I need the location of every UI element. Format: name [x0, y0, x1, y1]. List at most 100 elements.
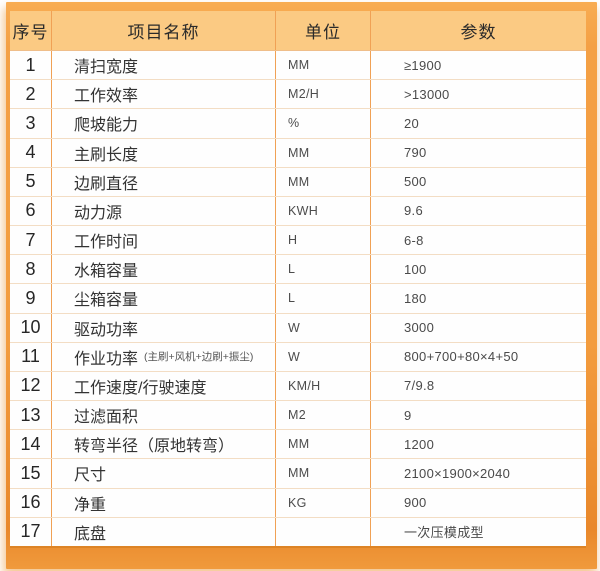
row-unit: M2/H	[276, 80, 371, 109]
row-item-name: 驱动功率	[52, 313, 276, 342]
row-item-name: 工作效率	[52, 80, 276, 109]
row-item-name: 动力源	[52, 196, 276, 226]
item-name-text: 水箱容量	[74, 263, 139, 281]
item-name-text: 底盘	[74, 525, 107, 543]
table-row: 17 底盘 一次压模成型	[10, 516, 586, 546]
row-parameter: ≥1900	[404, 57, 442, 73]
row-parameter: 1200	[404, 436, 435, 452]
row-unit	[276, 517, 371, 546]
header-unit: 单位	[276, 11, 371, 50]
row-parameter: 180	[404, 290, 427, 306]
row-item-name: 过滤面积	[52, 401, 276, 430]
row-unit: MM	[276, 459, 371, 488]
row-item-name: 工作速度/行驶速度	[52, 371, 276, 401]
row-serial-number: 10	[10, 313, 52, 342]
row-serial-number: 1	[10, 51, 52, 80]
row-unit: KG	[276, 488, 371, 517]
row-serial-number: 7	[10, 226, 52, 255]
row-parameter: 790	[404, 145, 427, 161]
item-name-text: 主刷长度	[74, 146, 139, 164]
table-header-row: 序号 项目名称 单位 参数	[10, 11, 586, 51]
row-parameter: 20	[404, 115, 420, 131]
row-serial-number: 5	[10, 167, 52, 196]
row-serial-number: 13	[10, 401, 52, 430]
table-row: 13 过滤面积 M2 9	[10, 400, 586, 430]
row-parameter: 9.6	[404, 203, 423, 219]
row-serial-number: 12	[10, 371, 52, 401]
item-name-text: 作业功率	[74, 350, 139, 368]
row-item-name: 爬坡能力	[52, 109, 276, 138]
row-item-name: 净重	[52, 488, 276, 517]
table-row: 3 爬坡能力% 20	[10, 108, 586, 138]
row-parameter: 6-8	[404, 232, 424, 248]
item-name-text: 工作效率	[74, 88, 139, 106]
table-row: 15 尺寸 MM 2100×1900×2040	[10, 458, 586, 488]
header-item-name: 项目名称	[52, 11, 276, 50]
row-parameter: 2100×1900×2040	[404, 465, 511, 481]
row-unit: W	[276, 313, 371, 342]
table-row: 11 作业功率 (主刷+风机+边刷+振尘) W 800+700+80×4+50	[10, 341, 586, 371]
row-unit: W	[276, 342, 371, 371]
row-serial-number: 14	[10, 430, 52, 459]
row-unit: M2	[276, 401, 371, 430]
row-unit: L	[276, 255, 371, 284]
item-name-text: 爬坡能力	[74, 117, 139, 135]
row-parameter: 900	[404, 495, 427, 511]
row-serial-number: 6	[10, 196, 52, 226]
row-serial-number: 17	[10, 517, 52, 546]
row-item-name: 边刷直径	[52, 167, 276, 196]
row-unit: MM	[276, 167, 371, 196]
item-name-text: 工作速度/行驶速度	[74, 379, 207, 397]
item-name-text: 清扫宽度	[74, 59, 139, 77]
row-serial-number: 2	[10, 80, 52, 109]
row-item-name: 底盘	[52, 517, 276, 546]
row-parameter: >13000	[404, 86, 450, 102]
row-serial-number: 16	[10, 488, 52, 517]
table-row: 14 转弯半径（原地转弯） MM 1200	[10, 429, 586, 459]
row-parameter: 500	[404, 174, 427, 190]
row-serial-number: 8	[10, 255, 52, 284]
table-row: 16 净重 KG 900	[10, 487, 586, 517]
row-item-name: 工作时间	[52, 226, 276, 255]
item-name-text: 尺寸	[74, 467, 107, 485]
header-serial-number: 序号	[10, 11, 52, 50]
row-parameter: 100	[404, 261, 427, 277]
row-item-name: 主刷长度	[52, 138, 276, 167]
row-parameter: 9	[404, 407, 412, 423]
item-name-text: 净重	[74, 496, 107, 514]
row-item-name: 转弯半径（原地转弯）	[52, 430, 276, 459]
row-item-name: 尘箱容量	[52, 284, 276, 313]
row-unit: %	[276, 109, 371, 138]
row-unit: MM	[276, 51, 371, 80]
row-serial-number: 15	[10, 459, 52, 488]
item-name-text: 工作时间	[74, 234, 139, 252]
table-row: 9 尘箱容量 L 180	[10, 283, 586, 313]
row-serial-number: 9	[10, 284, 52, 313]
header-parameter: 参数	[460, 23, 497, 42]
table-row: 12 工作速度/行驶速度 KM/H 7/9.8	[10, 370, 586, 401]
row-unit: L	[276, 284, 371, 313]
table-row: 7 工作时间 H 6-8	[10, 225, 586, 255]
table-body: 1 清扫宽度 MM ≥1900 2 工作效率 M2/H >13000 3 爬坡能力% 20 4 主刷长度…	[10, 51, 586, 546]
item-name-text: 过滤面积	[74, 409, 139, 427]
table-row: 2 工作效率 M2/H >13000	[10, 79, 586, 109]
item-name-note: (主刷+风机+边刷+振尘)	[144, 351, 254, 364]
table-row: 1 清扫宽度 MM ≥1900	[10, 51, 586, 80]
table-row: 10 驱动功率 W 3000	[10, 312, 586, 342]
item-name-text: 边刷直径	[74, 175, 139, 193]
row-unit: KWH	[276, 196, 371, 226]
row-parameter: 800+700+80×4+50	[404, 349, 519, 365]
table-row: 8 水箱容量 L 100	[10, 254, 586, 284]
row-item-name: 水箱容量	[52, 255, 276, 284]
row-serial-number: 3	[10, 109, 52, 138]
item-name-text: 尘箱容量	[74, 292, 139, 310]
row-item-name: 清扫宽度	[52, 51, 276, 80]
row-parameter: 7/9.8	[404, 378, 435, 394]
table-row: 6 动力源 KWH 9.6	[10, 195, 586, 226]
item-name-text: 动力源	[74, 204, 123, 222]
row-parameter: 一次压模成型	[404, 525, 484, 541]
row-unit: H	[276, 226, 371, 255]
row-parameter: 3000	[404, 320, 435, 336]
row-item-name: 作业功率 (主刷+风机+边刷+振尘)	[52, 342, 276, 371]
spec-table-frame: 序号 项目名称 单位 参数 1 清扫宽度 MM ≥1900 2 工作效率 M2/H >1300…	[6, 2, 597, 569]
